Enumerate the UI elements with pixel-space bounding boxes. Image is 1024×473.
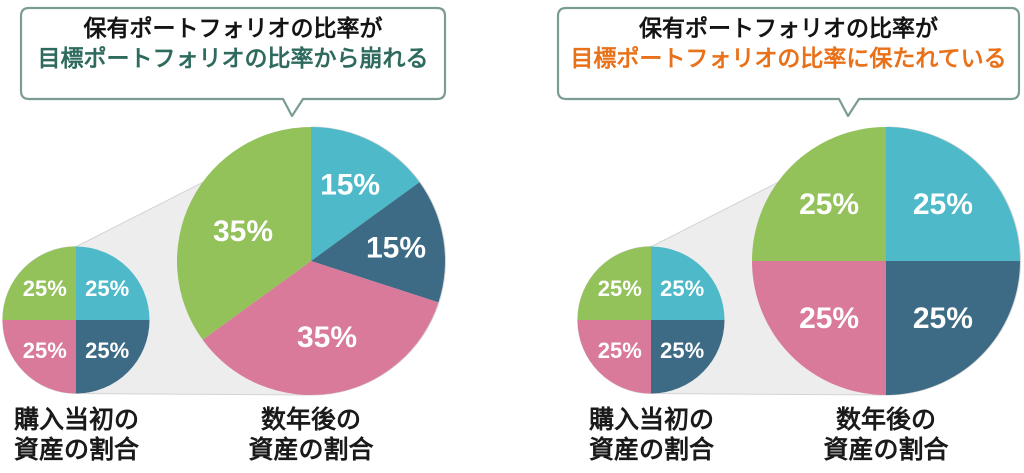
svg-text:25%: 25%	[598, 276, 642, 301]
svg-text:35%: 35%	[297, 321, 357, 354]
svg-text:25%: 25%	[85, 338, 129, 363]
svg-text:35%: 35%	[213, 215, 273, 248]
svg-text:25%: 25%	[598, 338, 642, 363]
svg-text:25%: 25%	[23, 276, 67, 301]
svg-text:25%: 25%	[23, 338, 67, 363]
svg-text:25%: 25%	[85, 276, 129, 301]
svg-text:25%: 25%	[799, 188, 859, 221]
svg-text:25%: 25%	[913, 188, 973, 221]
svg-text:15%: 15%	[366, 232, 426, 265]
svg-text:25%: 25%	[799, 302, 859, 335]
svg-text:25%: 25%	[660, 276, 704, 301]
svg-text:25%: 25%	[913, 302, 973, 335]
svg-text:25%: 25%	[660, 338, 704, 363]
svg-text:15%: 15%	[320, 168, 380, 201]
